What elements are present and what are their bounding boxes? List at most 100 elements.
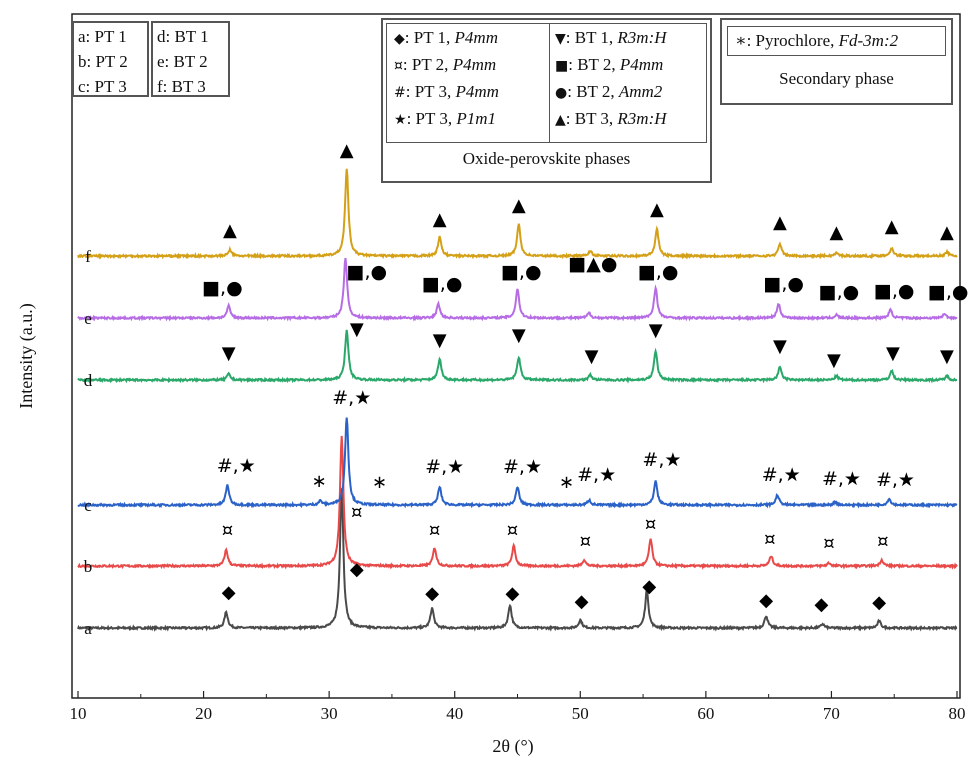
- peak-marker: ◆: [759, 590, 773, 611]
- peak-marker: ■,●: [501, 261, 542, 283]
- legend-label: : PT 3,: [405, 82, 456, 101]
- legend-divider: [549, 24, 550, 142]
- legend-space-group: P4mm: [452, 55, 497, 74]
- legend-sample-entry: d: BT 1: [157, 27, 209, 46]
- series-line-c: [77, 417, 958, 509]
- legend-symbol: ★: [394, 112, 407, 128]
- peak-marker: ◆: [425, 583, 439, 604]
- peak-marker: #,★: [425, 456, 464, 478]
- x-tick-label: 60: [697, 704, 714, 723]
- legend-column-left: ◆: PT 1, P4mm ¤: PT 2, P4mm #: PT 3, P4mm ★…: [394, 25, 499, 133]
- peak-marker: ■,●: [347, 261, 388, 283]
- series-label-f: f: [85, 247, 91, 266]
- legend-symbol: ■: [555, 58, 569, 74]
- peak-marker: ◆: [814, 594, 828, 615]
- markers-layer: ◆◆◆ ◆ ◆◆◆ ◆ ◆¤¤¤ ¤¤¤¤ ¤ ¤#,★∗#,★∗#,★ #,★∗ #,★#,★#…: [202, 140, 968, 615]
- peak-marker: ¤: [222, 520, 233, 541]
- legend-phase-entry: ■: BT 2, P4mm: [555, 52, 667, 79]
- legend-space-group: Amm2: [618, 82, 663, 101]
- peak-marker: #,★: [822, 468, 861, 490]
- peak-marker: #,★: [577, 464, 616, 486]
- peak-marker: #,★: [503, 456, 542, 478]
- peak-marker: ▼: [940, 346, 954, 367]
- peak-marker: ▲: [650, 199, 664, 220]
- peak-marker: ▼: [886, 343, 900, 364]
- legend-symbol: ▲: [555, 112, 566, 128]
- peak-marker: ▼: [512, 325, 526, 346]
- x-axis: 10 20 30 40 50 60 70 80: [70, 691, 966, 723]
- peak-marker: ∗: [559, 472, 574, 493]
- peak-marker: ¤: [823, 533, 834, 554]
- legend-label: : PT 2,: [402, 55, 453, 74]
- peak-marker: ▲: [773, 212, 787, 233]
- legend-symbol: ▼: [555, 31, 566, 47]
- peak-marker: ◆: [506, 583, 520, 604]
- peak-marker: ▼: [350, 319, 364, 340]
- legend-space-group: R3m:H: [617, 28, 667, 47]
- peak-marker: ▼: [649, 320, 663, 341]
- peak-marker: ■,●: [422, 273, 463, 295]
- legend-samples-bt: d: BT 1 e: BT 2 f: BT 3: [151, 21, 230, 97]
- legend-phase-entry: ▲: BT 3, R3m:H: [555, 106, 667, 133]
- legend-phase-entry: ★: PT 3, P1m1: [394, 106, 499, 133]
- legend-symbol: ●: [555, 85, 568, 101]
- series-label-c: c: [84, 496, 92, 515]
- peak-marker: ¤: [580, 531, 591, 552]
- peak-marker: ¤: [351, 502, 362, 523]
- peak-marker: ◆: [642, 576, 656, 597]
- legend-symbol: ¤: [394, 58, 403, 74]
- legend-phase-entry: ◆: PT 1, P4mm: [394, 25, 499, 52]
- legend-sample-entry: e: BT 2: [157, 52, 208, 71]
- legend-space-group: Fd-3m:2: [838, 31, 899, 50]
- legend-phase-entry: ¤: PT 2, P4mm: [394, 52, 499, 79]
- legend-phase-entries: ◆: PT 1, P4mm ¤: PT 2, P4mm #: PT 3, P4mm ★…: [386, 23, 707, 143]
- peak-marker: ▲: [223, 220, 237, 241]
- peak-marker: #,★: [217, 455, 256, 477]
- series-label-b: b: [84, 557, 93, 576]
- series-line-d: [77, 329, 958, 384]
- peak-marker: #,★: [332, 387, 371, 409]
- legend-phase-entry: ●: BT 2, Amm2: [555, 79, 667, 106]
- legend-phase-entry: ▼: BT 1, R3m:H: [555, 25, 667, 52]
- peak-marker: ■,●: [763, 273, 804, 295]
- legend-sample-entry: b: PT 2: [78, 52, 128, 71]
- x-tick-label: 10: [70, 704, 87, 723]
- series-line-a: [77, 488, 958, 632]
- legend-symbol: ∗: [735, 31, 747, 50]
- x-tick-label: 50: [572, 704, 589, 723]
- legend-label: : BT 1,: [565, 28, 618, 47]
- series-label-e: e: [84, 309, 92, 328]
- peak-marker: ▲: [885, 216, 899, 237]
- series-line-e: [77, 257, 958, 322]
- peak-marker: ▼: [827, 350, 841, 371]
- peak-marker: ◆: [222, 582, 236, 603]
- series-label-d: d: [84, 371, 93, 390]
- legend-phase-entry: #: PT 3, P4mm: [394, 79, 499, 106]
- peak-marker: ▲: [512, 195, 526, 216]
- peak-marker: ■,●: [202, 277, 243, 299]
- x-axis-label: 2θ (°): [492, 736, 533, 757]
- legend-space-group: P4mm: [454, 28, 498, 47]
- legend-space-group: P1m1: [456, 109, 496, 128]
- peak-marker: ▲: [433, 209, 447, 230]
- peak-marker: ◆: [350, 559, 364, 580]
- peak-marker: ■▲●: [568, 253, 617, 275]
- peak-marker: ▲: [940, 222, 954, 243]
- peak-marker: ▲: [340, 140, 354, 161]
- peak-marker: #,★: [876, 469, 915, 491]
- peak-marker: ¤: [877, 531, 888, 552]
- peak-marker: ■,●: [638, 261, 679, 283]
- peak-marker: ■,●: [874, 280, 915, 302]
- legend-sample-entry: a: PT 1: [78, 27, 127, 46]
- peak-marker: ▼: [773, 336, 787, 357]
- legend-label: : BT 2,: [568, 55, 620, 74]
- peak-marker: ■,●: [819, 281, 860, 303]
- curves-layer: a b c d e f: [77, 168, 958, 638]
- peak-marker: ▼: [222, 343, 236, 364]
- legend-label: : PT 3,: [406, 109, 457, 128]
- legend-sample-entry: f: BT 3: [157, 77, 206, 96]
- legend-symbol: ◆: [394, 31, 405, 47]
- peak-marker: #,★: [642, 449, 681, 471]
- x-tick-label: 30: [321, 704, 338, 723]
